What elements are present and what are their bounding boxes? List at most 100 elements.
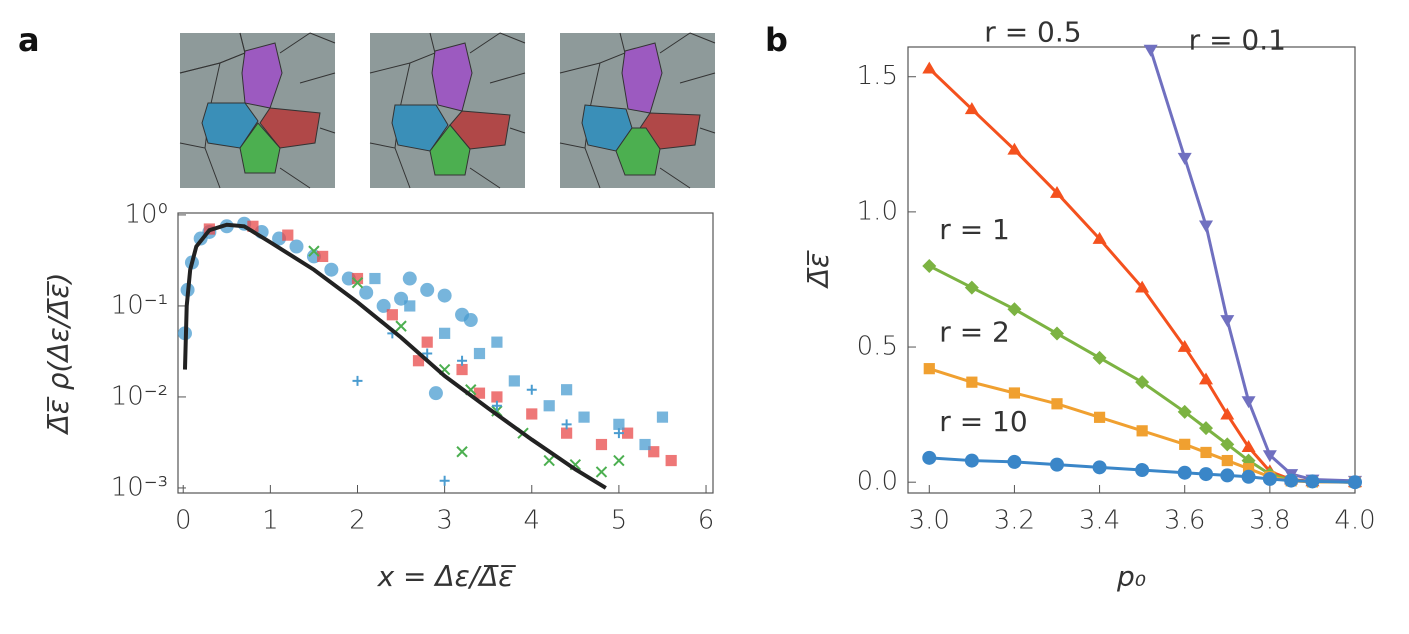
point <box>1179 438 1191 450</box>
point <box>1050 457 1064 472</box>
point <box>1262 450 1277 463</box>
cell-image <box>369 32 526 189</box>
y-tick-label: 10⁻³ <box>111 472 168 502</box>
point <box>1241 469 1256 484</box>
point <box>456 363 468 376</box>
point <box>964 453 979 468</box>
point <box>1177 340 1192 352</box>
point <box>1220 468 1235 483</box>
series-label: r = 2 <box>939 316 1010 349</box>
point <box>1177 465 1192 480</box>
point <box>1262 471 1277 486</box>
point <box>1135 280 1150 293</box>
y-tick-label: 0.5 <box>857 332 898 362</box>
x-tick-label: 4 <box>523 506 540 536</box>
point <box>386 309 398 321</box>
point <box>1199 220 1213 233</box>
point <box>1135 375 1150 390</box>
plot-frame <box>177 212 714 494</box>
point <box>1242 463 1255 475</box>
point <box>1199 372 1213 385</box>
x-tick-label: 6 <box>698 506 715 536</box>
point <box>351 272 364 285</box>
point <box>613 418 625 430</box>
series-label: r = 0.5 <box>984 16 1081 49</box>
point <box>351 276 364 289</box>
point <box>1051 398 1063 410</box>
y-axis-label: Δ̅ε̅ ρ(Δε/Δ̅ε̅) <box>42 273 75 436</box>
point <box>463 313 478 328</box>
y-tick-label: 10⁰ <box>124 199 168 229</box>
point <box>1199 421 1213 436</box>
point <box>922 61 937 74</box>
point <box>421 336 433 348</box>
line <box>1149 49 1356 483</box>
line <box>182 222 607 490</box>
point <box>395 320 407 332</box>
y-tick-label: 10⁻² <box>111 381 168 411</box>
point <box>1241 396 1256 409</box>
point <box>923 363 935 375</box>
point <box>966 376 978 388</box>
point <box>402 271 417 286</box>
series <box>928 264 1356 484</box>
point <box>1241 440 1256 452</box>
point <box>613 428 624 439</box>
point <box>404 300 416 312</box>
point <box>359 285 374 300</box>
point <box>648 446 660 458</box>
point <box>561 419 572 430</box>
cell-image <box>179 32 336 189</box>
point <box>420 282 435 297</box>
point <box>1199 467 1213 482</box>
x-tick-label: 2 <box>349 506 366 536</box>
point <box>1007 142 1022 155</box>
point <box>1348 475 1362 490</box>
point <box>561 384 573 396</box>
point <box>491 400 502 411</box>
x-tick-label: 4.0 <box>1334 506 1375 536</box>
point <box>308 245 320 257</box>
point <box>491 336 503 348</box>
series-label: r = 10 <box>939 405 1027 438</box>
point <box>964 102 979 115</box>
plot-frame <box>907 46 1356 494</box>
point <box>422 348 433 359</box>
x-tick-label: 3.0 <box>909 506 950 536</box>
x-tick-label: 5 <box>611 506 628 536</box>
point <box>1050 185 1064 198</box>
point <box>665 454 677 467</box>
x-axis-label: p₀ <box>1116 560 1146 593</box>
point <box>289 239 304 254</box>
point <box>1143 44 1158 57</box>
point <box>1136 425 1148 437</box>
point <box>412 355 425 367</box>
point <box>1200 446 1212 459</box>
point <box>1092 460 1107 475</box>
series <box>1149 49 1356 483</box>
series-label: r = 0.1 <box>1189 24 1286 57</box>
point <box>457 355 468 366</box>
point <box>526 408 538 420</box>
y-axis-label: Δ̅ε̅ <box>802 250 835 289</box>
point <box>1220 407 1235 420</box>
point <box>1135 463 1150 478</box>
point <box>1177 404 1192 419</box>
point <box>1220 315 1235 328</box>
y-tick-label: 10⁻¹ <box>111 290 168 320</box>
point <box>656 411 669 423</box>
point <box>439 327 451 339</box>
x-tick-label: 3.8 <box>1249 506 1290 536</box>
point <box>1305 474 1320 489</box>
point <box>1093 411 1106 423</box>
point <box>922 258 937 273</box>
point <box>439 475 450 486</box>
point <box>352 375 363 386</box>
point <box>247 220 259 232</box>
point <box>473 347 486 360</box>
point <box>922 450 937 465</box>
point <box>324 262 339 277</box>
point <box>508 375 520 387</box>
x-axis-label: x = Δε/Δ̅ε̅ <box>377 560 517 593</box>
point <box>1050 326 1064 341</box>
